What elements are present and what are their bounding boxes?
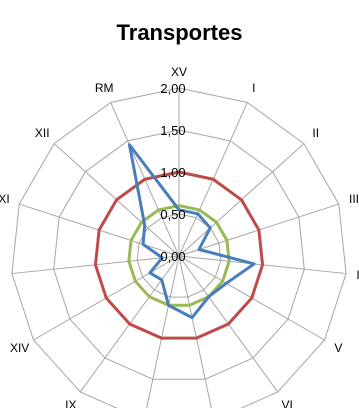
radar-series-group [93, 143, 265, 340]
category-label: XV [171, 65, 187, 79]
tick-label: 2,00 [160, 81, 185, 96]
category-label: IX [65, 398, 76, 408]
series-line-3 [127, 204, 231, 307]
category-label: I [252, 81, 255, 95]
category-label: V [334, 341, 342, 355]
tick-label: 0,00 [160, 249, 185, 264]
category-label: III [349, 192, 359, 206]
grid-ring [53, 129, 305, 380]
category-label: XII [35, 126, 50, 140]
chart-title: Transportes [116, 20, 243, 45]
category-label: VI [281, 398, 292, 408]
series-line-2 [93, 170, 265, 340]
series-line-1 [127, 143, 256, 320]
tick-label: 1,00 [160, 165, 185, 180]
category-label: II [312, 126, 319, 140]
category-label: XI [0, 192, 10, 206]
category-label: RM [95, 81, 114, 95]
tick-label: 0,50 [160, 207, 185, 222]
tick-label: 1,50 [160, 123, 185, 138]
category-label: IV [356, 268, 359, 282]
radar-category-labels: XVIIIIIIIVVVIIXXIVXXIXIIRM [0, 65, 359, 408]
radar-tick-labels: 0,00 0,50 1,00 1,50 2,00 [160, 81, 185, 264]
category-label: XIV [10, 341, 29, 355]
grid-ring [11, 87, 347, 408]
